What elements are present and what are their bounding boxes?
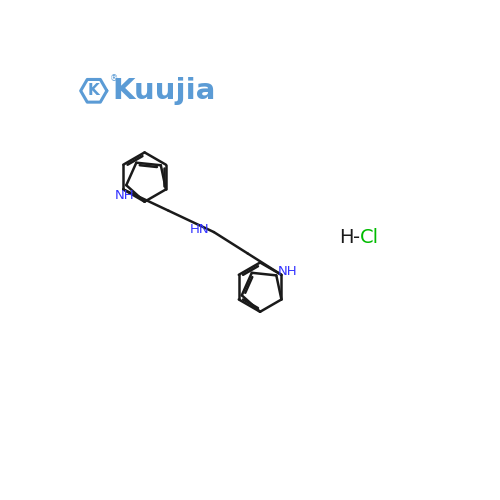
Text: NH: NH bbox=[278, 265, 297, 278]
Text: Cl: Cl bbox=[360, 228, 379, 246]
Text: K: K bbox=[88, 84, 100, 98]
Text: -: - bbox=[353, 228, 360, 246]
Text: ®: ® bbox=[110, 74, 118, 83]
Text: NH: NH bbox=[115, 188, 134, 202]
Text: Kuujia: Kuujia bbox=[112, 77, 216, 105]
Text: HN: HN bbox=[190, 224, 210, 236]
Text: H: H bbox=[339, 228, 353, 246]
